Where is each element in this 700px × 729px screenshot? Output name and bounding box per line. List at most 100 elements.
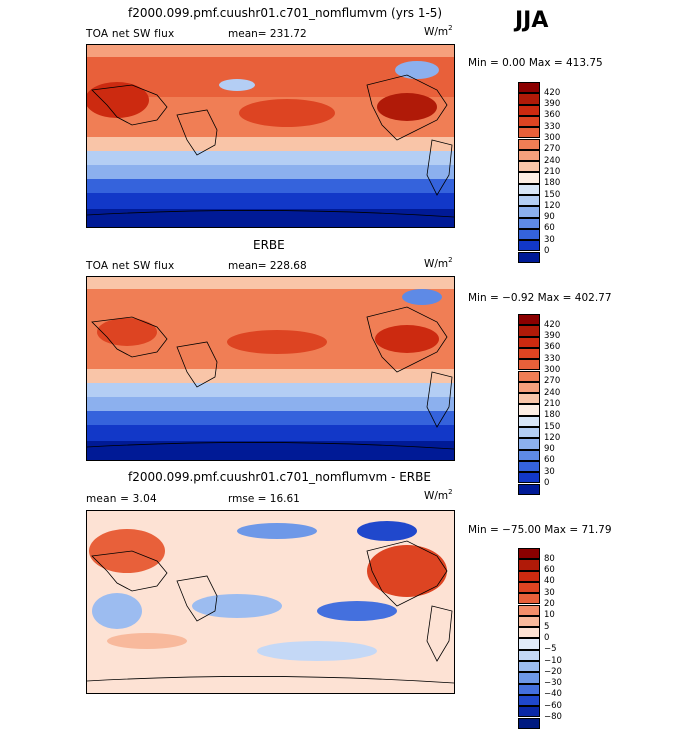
panel-1-map-plot <box>87 45 454 227</box>
panel-1-colorbar-swatch <box>518 127 540 139</box>
panel-3-colorbar-swatch <box>518 649 540 661</box>
panel-2-colorbar-swatch <box>518 472 540 484</box>
panel-1-colorbar-swatch <box>518 183 540 195</box>
panel-2-colorbar-tick-label: 90 <box>544 444 555 455</box>
panel-2-colorbar-swatch <box>518 483 540 495</box>
panel-3-colorbar-swatch <box>518 672 540 684</box>
panel-1-colorbar-tick-label: 330 <box>544 121 561 132</box>
panel-3-colorbar-tick-label: −80 <box>544 712 562 722</box>
panel-1-colorbar-tick-label: 270 <box>544 144 561 155</box>
panel-1-center-label: mean= 231.72 <box>228 28 307 40</box>
panel-2-center-label: mean= 228.68 <box>228 260 307 272</box>
panel-1-colorbar-swatch <box>518 206 540 218</box>
panel-1-colorbar-swatch <box>518 82 540 94</box>
panel-1-colorbar-swatch <box>518 149 540 162</box>
panel-3-left-label: mean = 3.04 <box>86 493 157 505</box>
panel-1-map <box>86 44 455 228</box>
panel-1-colorbar-tick-label: 90 <box>544 212 555 223</box>
panel-3-center-label: rmse = 16.61 <box>228 493 300 505</box>
panel-3-colorbar-tick-label: 60 <box>544 565 555 576</box>
panel-1-left-label: TOA net SW flux <box>86 28 175 40</box>
panel-3-colorbar-swatch <box>518 559 540 571</box>
panel-1-colorbar-swatch <box>518 161 540 173</box>
panel-2-unit: W/m2 <box>424 256 453 270</box>
panel-1-colorbar-swatch <box>518 138 540 150</box>
panel-3-map-plot <box>87 511 454 693</box>
panel-2-colorbar-tick-label: 210 <box>544 398 561 409</box>
panel-2-colorbar-swatch <box>518 359 540 371</box>
panel-1-colorbar-swatch <box>518 172 540 184</box>
panel-3-colorbar-swatch <box>518 717 540 729</box>
panel-3-colorbar-tick-label: 0 <box>544 632 550 643</box>
panel-1-colorbar-tick-label: 180 <box>544 178 561 189</box>
panel-3-colorbar-tick-label: −30 <box>544 678 562 689</box>
panel-2-colorbar-swatch <box>518 415 540 427</box>
panel-3-map <box>86 510 455 694</box>
panel-3-colorbar-tick-label: 5 <box>544 621 550 632</box>
panel-2-colorbar-tick-label: 150 <box>544 421 561 432</box>
panel-3-colorbar-swatch <box>518 661 540 673</box>
panel-1-colorbar-swatch <box>518 93 540 105</box>
panel-1-colorbar-tick-label: 30 <box>544 234 555 245</box>
panel-1-colorbar-tick-label: 420 <box>544 87 561 98</box>
panel-1-colorbar-swatch <box>518 217 540 229</box>
panel-1-colorbar-tick-label: 60 <box>544 223 555 234</box>
panel-1-colorbar-tick-label: 240 <box>544 155 561 166</box>
panel-1-colorbar-tick-label: 0 <box>544 246 550 256</box>
panel-2-colorbar-tick-label: 360 <box>544 342 561 353</box>
panel-2-colorbar-tick-label: 120 <box>544 432 561 443</box>
panel-1-colorbar-tick-label: 120 <box>544 200 561 211</box>
panel-1-colorbar-tick-label: 150 <box>544 189 561 200</box>
panel-1-colorbar-swatch <box>518 251 540 263</box>
panel-1-colorbar-tick-label: 360 <box>544 110 561 121</box>
panel-3-colorbar-swatch <box>518 548 540 560</box>
panel-1-colorbar-swatch <box>518 228 540 241</box>
panel-3-colorbar-swatch <box>518 638 540 650</box>
panel-2-colorbar-swatch <box>518 449 540 461</box>
panel-3-colorbar-tick-label: 80 <box>544 553 555 564</box>
panel-2-colorbar-swatch <box>518 404 540 416</box>
panel-2-colorbar-tick-label: 390 <box>544 331 561 342</box>
panel-3-minmax: Min = −75.00 Max = 71.79 <box>468 524 612 536</box>
panel-2-colorbar-swatch <box>518 427 540 439</box>
panel-3-colorbar-tick-label: −40 <box>544 689 562 700</box>
panel-1-colorbar-swatch <box>518 104 540 116</box>
panel-3-colorbar-tick-label: 20 <box>544 599 555 609</box>
panel-1-colorbar-swatch <box>518 115 540 128</box>
season-label: JJA <box>515 8 549 33</box>
panel-3-unit: W/m2 <box>424 488 453 502</box>
panel-2-colorbar-tick-label: 60 <box>544 455 555 466</box>
panel-3-colorbar-tick-label: 10 <box>544 610 555 621</box>
panel-3-colorbar-swatch <box>518 581 540 594</box>
panel-3-colorbar-swatch <box>518 683 540 695</box>
panel-2-colorbar-swatch <box>518 370 540 382</box>
panel-1-colorbar-tick-label: 300 <box>544 133 561 143</box>
panel-2-colorbar-swatch <box>518 314 540 326</box>
panel-1-colorbar-swatch <box>518 240 540 252</box>
panel-2-colorbar-swatch <box>518 325 540 337</box>
panel-3-colorbar-swatch <box>518 627 540 639</box>
panel-2-colorbar-tick-label: 0 <box>544 478 550 488</box>
panel-3-colorbar-tick-label: 30 <box>544 587 555 598</box>
panel-3-colorbar-tick-label: −5 <box>544 644 557 655</box>
panel-2-colorbar-tick-label: 300 <box>544 365 561 375</box>
panel-3-colorbar-swatch <box>518 604 540 616</box>
panel-1-colorbar-tick-label: 210 <box>544 166 561 177</box>
panel-3-colorbar-tick-label: −10 <box>544 655 562 666</box>
panel-1-title: f2000.099.pmf.cuushr01.c701_nomflumvm (y… <box>128 6 443 20</box>
panel-2-left-label: TOA net SW flux <box>86 260 175 272</box>
panel-1-colorbar-tick-label: 390 <box>544 99 561 110</box>
panel-2-map <box>86 276 455 461</box>
panel-2-colorbar-tick-label: 240 <box>544 387 561 398</box>
panel-2-colorbar-swatch <box>518 460 540 473</box>
panel-2-colorbar-tick-label: 180 <box>544 410 561 421</box>
panel-1-colorbar-swatch <box>518 195 540 207</box>
panel-3-colorbar-tick-label: 40 <box>544 576 555 587</box>
panel-2-colorbar-swatch <box>518 393 540 405</box>
panel-2-title: ERBE <box>253 238 285 252</box>
panel-1-minmax: Min = 0.00 Max = 413.75 <box>468 57 603 69</box>
panel-3-colorbar-swatch <box>518 570 540 582</box>
panel-2-colorbar-swatch <box>518 347 540 360</box>
panel-3-colorbar-swatch <box>518 593 540 605</box>
panel-2-map-plot <box>87 277 454 460</box>
